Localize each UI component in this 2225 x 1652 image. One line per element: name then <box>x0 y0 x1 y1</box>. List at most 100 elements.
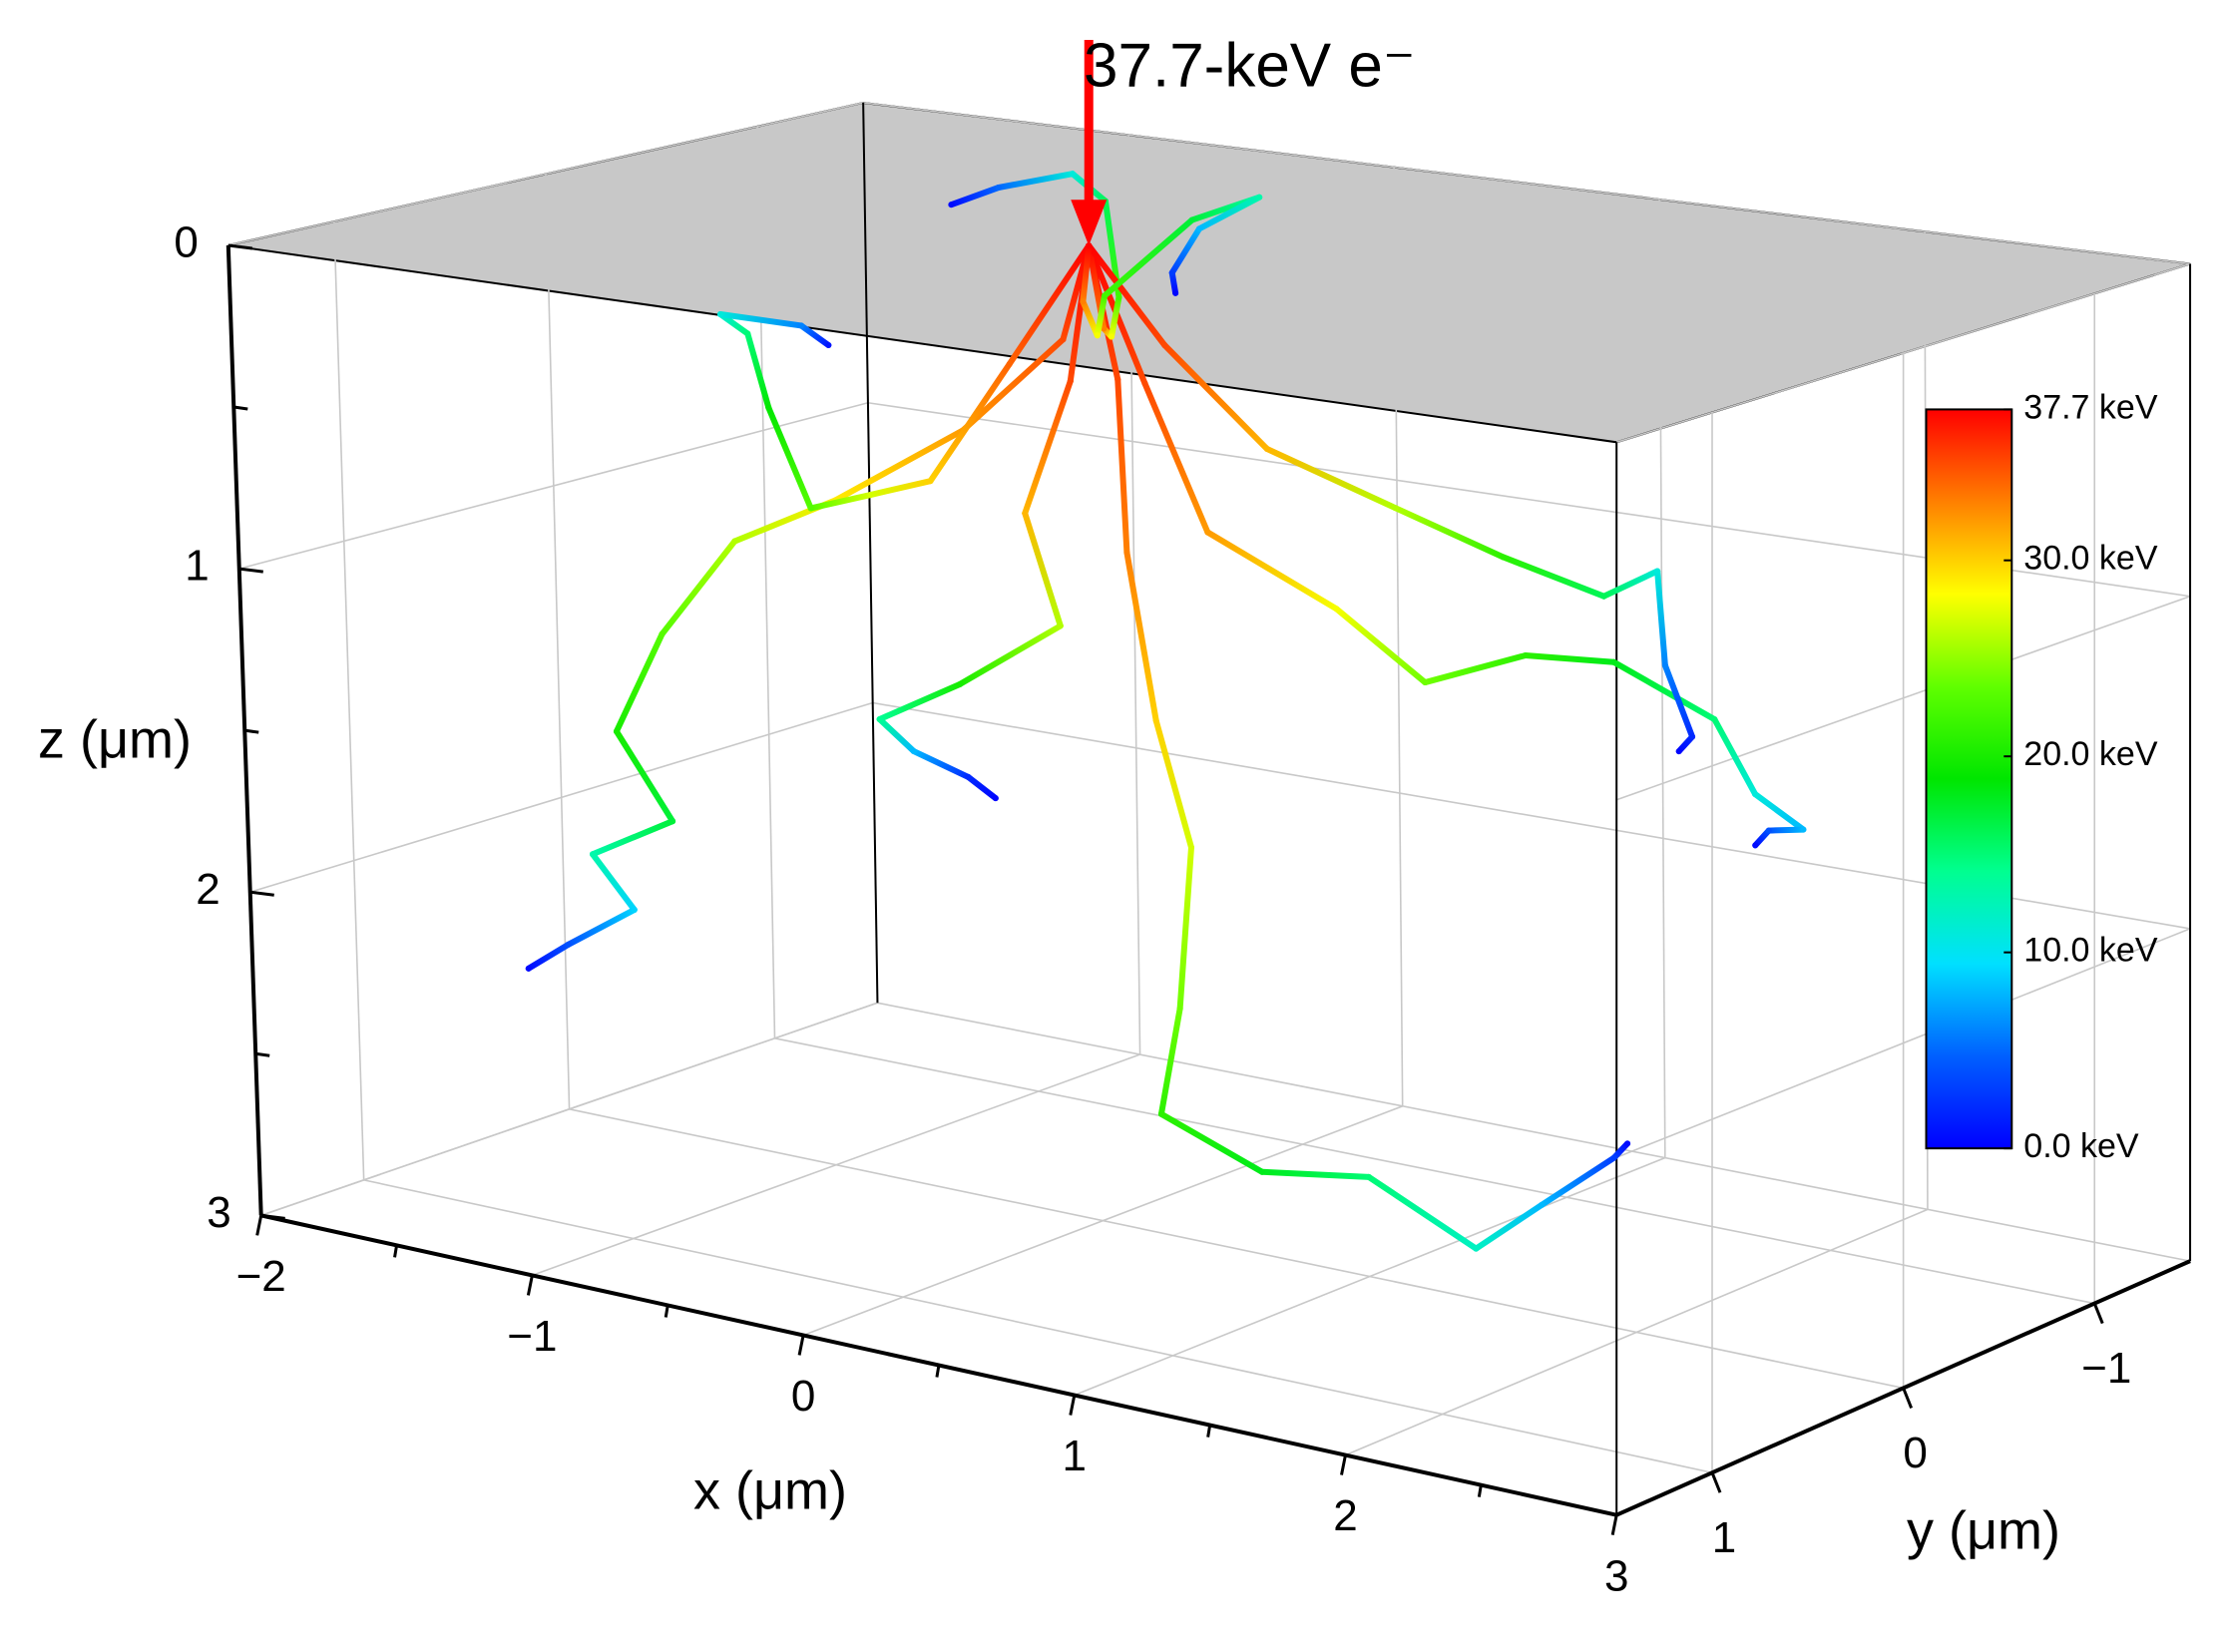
x-tick-label: −1 <box>507 1312 557 1361</box>
x-tick <box>1610 1514 1618 1535</box>
track-vertex <box>1522 651 1529 658</box>
track-segment <box>927 360 1013 485</box>
track-vertex <box>1057 622 1064 629</box>
annotation: 37.7-keV e⁻ <box>1084 31 1416 100</box>
y-tick <box>2092 1302 2104 1325</box>
track-segment <box>948 185 1002 208</box>
track-vertex <box>1006 360 1013 367</box>
track-segment <box>1539 1154 1617 1208</box>
track-vertex <box>1114 376 1121 383</box>
track-segment <box>1006 242 1093 367</box>
track-segment <box>1161 342 1270 452</box>
colorbar <box>1925 408 2013 1150</box>
track-vertex <box>1661 661 1668 668</box>
track-vertex <box>1610 658 1617 665</box>
track-vertex <box>1689 733 1696 740</box>
grid-line <box>260 1002 878 1217</box>
track-segment <box>1661 661 1696 740</box>
track-segment <box>1141 380 1211 536</box>
track-vertex <box>669 818 676 825</box>
z-tick-label: 3 <box>207 1188 230 1237</box>
track-vertex <box>613 728 620 735</box>
track-vertex <box>1263 445 1270 452</box>
track-vertex <box>1800 826 1807 833</box>
track-vertex <box>565 941 572 948</box>
track-segment <box>1610 658 1718 723</box>
grid-line <box>569 1108 1904 1390</box>
track-vertex <box>1256 194 1263 201</box>
track-vertex <box>1172 289 1179 296</box>
track-segment <box>1752 827 1772 849</box>
x-tick <box>255 1215 263 1236</box>
track-segment <box>1522 651 1617 665</box>
box-back <box>227 101 2192 1516</box>
box-edge <box>862 102 879 1004</box>
track-vertex <box>1141 380 1148 387</box>
track-vertex <box>1022 510 1029 517</box>
track-vertex <box>1067 378 1074 385</box>
track-segment <box>765 404 814 512</box>
track-segment <box>876 680 964 722</box>
x-tick <box>1069 1395 1077 1416</box>
grid-line <box>756 126 776 1038</box>
x-tick <box>797 1335 805 1356</box>
track-segment <box>1610 1140 1631 1161</box>
track-vertex <box>957 680 964 687</box>
track-vertex <box>1752 842 1759 849</box>
grid-line <box>333 221 365 1180</box>
colorbar-label: 10.0 keV <box>2023 932 2158 970</box>
tracks <box>525 171 1807 1252</box>
track-vertex <box>1161 342 1168 349</box>
x-minor-tick <box>664 1305 669 1318</box>
track-vertex <box>1422 679 1429 686</box>
track-segment <box>1752 791 1807 833</box>
track-segment <box>832 427 967 504</box>
track-vertex <box>1473 1245 1480 1252</box>
track-segment <box>1333 606 1429 686</box>
track-vertex <box>995 185 1002 192</box>
track-vertex <box>659 630 666 637</box>
track-segment <box>525 941 572 972</box>
track-vertex <box>716 310 723 317</box>
track-vertex <box>1108 333 1114 340</box>
track-vertex <box>1539 1201 1546 1208</box>
grid-line <box>545 174 571 1109</box>
track-segment <box>1102 216 1195 299</box>
track-segment <box>1473 1201 1546 1252</box>
track-segment <box>1080 298 1101 339</box>
track-segment <box>798 322 832 349</box>
track-vertex <box>867 492 874 499</box>
x-tick-label: 2 <box>1333 1491 1357 1540</box>
track-vertex <box>948 202 955 208</box>
track-vertex <box>1500 554 1507 561</box>
track-vertex <box>1392 505 1399 512</box>
track-vertex <box>992 795 999 802</box>
track-vertex <box>910 748 917 755</box>
track-segment <box>1108 293 1122 340</box>
track-segment <box>1168 225 1202 276</box>
track-segment <box>1157 1005 1183 1117</box>
track-vertex <box>825 342 832 349</box>
track-vertex <box>1204 529 1211 536</box>
colorbar-label: 37.7 keV <box>2023 388 2158 426</box>
track-segment <box>1022 510 1064 629</box>
track-vertex <box>1080 298 1087 305</box>
box-front: −2 −1 0 1 2 3 −1 0 1 0 1 2 3 37.7 keV 30.0 keV 20.0 keV… <box>174 40 2191 1600</box>
grid-line <box>1658 199 1666 1158</box>
track-vertex <box>1258 1168 1265 1175</box>
track-segment <box>1365 1173 1480 1252</box>
track-segment <box>1422 651 1529 686</box>
z-minor-tick <box>244 728 259 734</box>
track-segment <box>1711 716 1759 798</box>
track-segment <box>1204 529 1340 613</box>
z-tick <box>260 1213 285 1220</box>
track-vertex <box>1333 606 1340 613</box>
track-vertex <box>744 330 751 337</box>
track-vertex <box>1187 844 1194 851</box>
track-vertex <box>1094 332 1101 339</box>
grid-line <box>877 1002 2191 1262</box>
grid-line <box>774 1037 2095 1305</box>
grid-line <box>249 701 873 893</box>
